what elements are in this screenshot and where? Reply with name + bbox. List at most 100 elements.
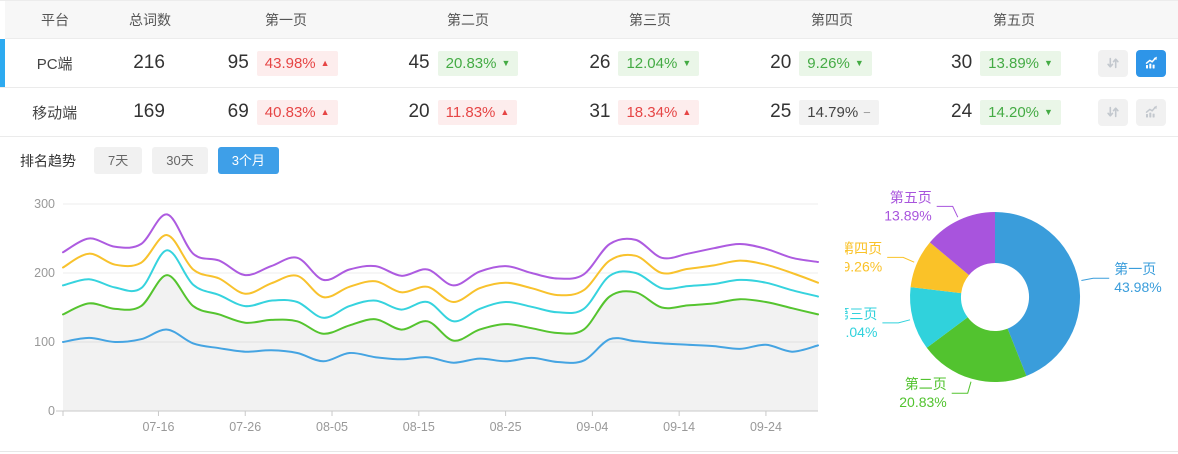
donut-label-第一页: 第一页 43.98%	[1114, 261, 1161, 295]
table-row[interactable]: PC端 216 95 43.98% ▲ 45 20.83% ▼ 26 12.04% ▼ 20 9.26%…	[0, 39, 1178, 88]
updown-arrows-icon[interactable]	[1097, 98, 1128, 126]
page-cell: 45 20.83% ▼	[375, 50, 556, 76]
total-keywords-cell: 216	[133, 52, 165, 73]
header-cell-1: 总词数	[129, 11, 171, 28]
donut-label-第四页: 第四页9.26%	[845, 240, 882, 274]
x-axis-label: 08-15	[403, 420, 435, 434]
row-actions	[1097, 98, 1178, 126]
donut-label-第三页: 第三页12.04%	[845, 306, 877, 340]
donut-slice-第五页	[929, 212, 995, 276]
trend-badge: 14.20% ▼	[980, 99, 1061, 125]
page-cell: 24 14.20% ▼	[917, 99, 1098, 125]
arrow-down-icon: ▼	[682, 57, 692, 68]
series-line-第三页	[62, 249, 819, 323]
trend-chart-icon[interactable]	[1135, 98, 1166, 126]
row-actions	[1097, 49, 1178, 77]
donut-label-line	[1081, 277, 1110, 281]
page-count: 25	[770, 101, 792, 122]
x-axis-label: 08-05	[316, 420, 348, 434]
trend-percent: 43.98%	[264, 54, 316, 72]
x-axis-label: 09-14	[663, 420, 695, 434]
page-count: 20	[408, 101, 430, 122]
donut-slice-第二页	[926, 317, 1027, 383]
page-cell: 95 43.98% ▲	[194, 50, 375, 76]
trend-badge: 40.83% ▲	[256, 99, 338, 125]
arrow-down-icon: ▼	[1044, 57, 1053, 68]
trend-chart-icon[interactable]	[1135, 49, 1166, 77]
trend-title: 排名趋势	[20, 152, 76, 169]
header-cell-4: 第三页	[629, 11, 671, 28]
trend-percent: 18.34%	[626, 103, 678, 121]
page-cell: 20 11.83% ▲	[375, 99, 556, 125]
trend-percent: 9.26%	[807, 54, 850, 72]
page-count: 30	[951, 52, 973, 73]
table-body: PC端 216 95 43.98% ▲ 45 20.83% ▼ 26 12.04% ▼ 20 9.26%…	[0, 39, 1178, 137]
y-axis-label: 300	[34, 197, 55, 211]
header-cell-2: 第一页	[265, 11, 307, 28]
trend-percent: 11.83%	[445, 103, 496, 121]
minus-icon: −	[863, 104, 871, 120]
series-line-第五页	[62, 213, 819, 287]
trend-percent: 14.79%	[807, 103, 859, 121]
total-keywords-cell: 169	[133, 101, 165, 122]
trend-badge: 11.83% ▲	[437, 99, 518, 125]
donut-label-line	[882, 319, 911, 324]
x-axis-label: 09-24	[750, 420, 782, 434]
y-axis-label: 200	[34, 266, 55, 280]
platform-cell: 移动端	[32, 104, 78, 122]
page-count: 31	[589, 101, 611, 122]
trend-badge: 43.98% ▲	[256, 50, 338, 76]
header-cell-0: 平台	[41, 11, 69, 28]
bottom-divider	[0, 451, 1178, 452]
arrow-down-icon: ▼	[1044, 106, 1053, 117]
rank-table: 平台 总词数 第一页 第二页 第三页 第四页 第五页 PC端 216 95 43.98% ▲ 45 20…	[0, 1, 1178, 137]
trend-badge: 12.04% ▼	[618, 50, 700, 76]
trend-percent: 20.83%	[445, 54, 497, 72]
series-line-第一页	[62, 328, 819, 364]
x-axis-label: 09-04	[576, 420, 608, 434]
area-fill	[63, 275, 818, 411]
donut-label-line	[887, 256, 915, 263]
trend-tab-1[interactable]: 30天	[152, 147, 208, 174]
donut-label-line	[951, 381, 972, 394]
page-cell: 25 14.79% −	[736, 99, 917, 125]
arrow-down-icon: ▼	[501, 57, 511, 68]
trend-range-tabs: 7天 30天 3个月	[94, 147, 279, 174]
trend-badge: 9.26% ▼	[799, 50, 872, 76]
row-selected-accent	[0, 39, 5, 87]
trend-badge: 14.79% −	[799, 99, 879, 125]
trend-percent: 13.89%	[988, 54, 1040, 72]
page-count: 69	[227, 101, 249, 122]
page-cell: 20 9.26% ▼	[736, 50, 917, 76]
table-row[interactable]: 移动端 169 69 40.83% ▲ 20 11.83% ▲ 31 18.34% ▲ 25 14.79…	[0, 88, 1178, 137]
x-axis-label: 07-26	[229, 420, 261, 434]
trend-tab-2[interactable]: 3个月	[217, 147, 279, 174]
rank-trend-line-chart: 0100200300爱站网07-1607-2608-0508-1508-2509…	[34, 197, 819, 434]
trend-badge: 20.83% ▼	[437, 50, 519, 76]
donut-label-第二页: 第二页 20.83%	[899, 376, 946, 410]
trend-percent: 40.83%	[264, 103, 316, 121]
charts-area: 0100200300爱站网07-1607-2608-0508-1508-2509…	[0, 182, 1178, 449]
table-header-row: 平台 总词数 第一页 第二页 第三页 第四页 第五页	[5, 1, 1178, 39]
donut-slice-第四页	[910, 242, 969, 294]
donut-slice-第三页	[910, 287, 968, 348]
series-line-第四页	[62, 234, 819, 304]
page-cell: 30 13.89% ▼	[917, 50, 1098, 76]
page-count: 24	[951, 101, 973, 122]
trend-tab-0[interactable]: 7天	[94, 147, 143, 174]
header-cell-5: 第四页	[811, 11, 853, 28]
page-count: 95	[227, 52, 249, 73]
x-axis-label: 07-16	[142, 420, 174, 434]
updown-arrows-icon[interactable]	[1097, 49, 1128, 77]
page-cell: 69 40.83% ▲	[194, 99, 375, 125]
trend-toolbar: 排名趋势 7天 30天 3个月	[0, 137, 1178, 182]
trend-percent: 14.20%	[988, 103, 1040, 121]
arrow-up-icon: ▲	[320, 57, 330, 68]
arrow-up-icon: ▲	[682, 106, 692, 117]
y-axis-label: 100	[34, 335, 55, 349]
header-cell-3: 第二页	[447, 11, 489, 28]
arrow-up-icon: ▲	[500, 106, 510, 117]
arrow-down-icon: ▼	[854, 57, 864, 68]
